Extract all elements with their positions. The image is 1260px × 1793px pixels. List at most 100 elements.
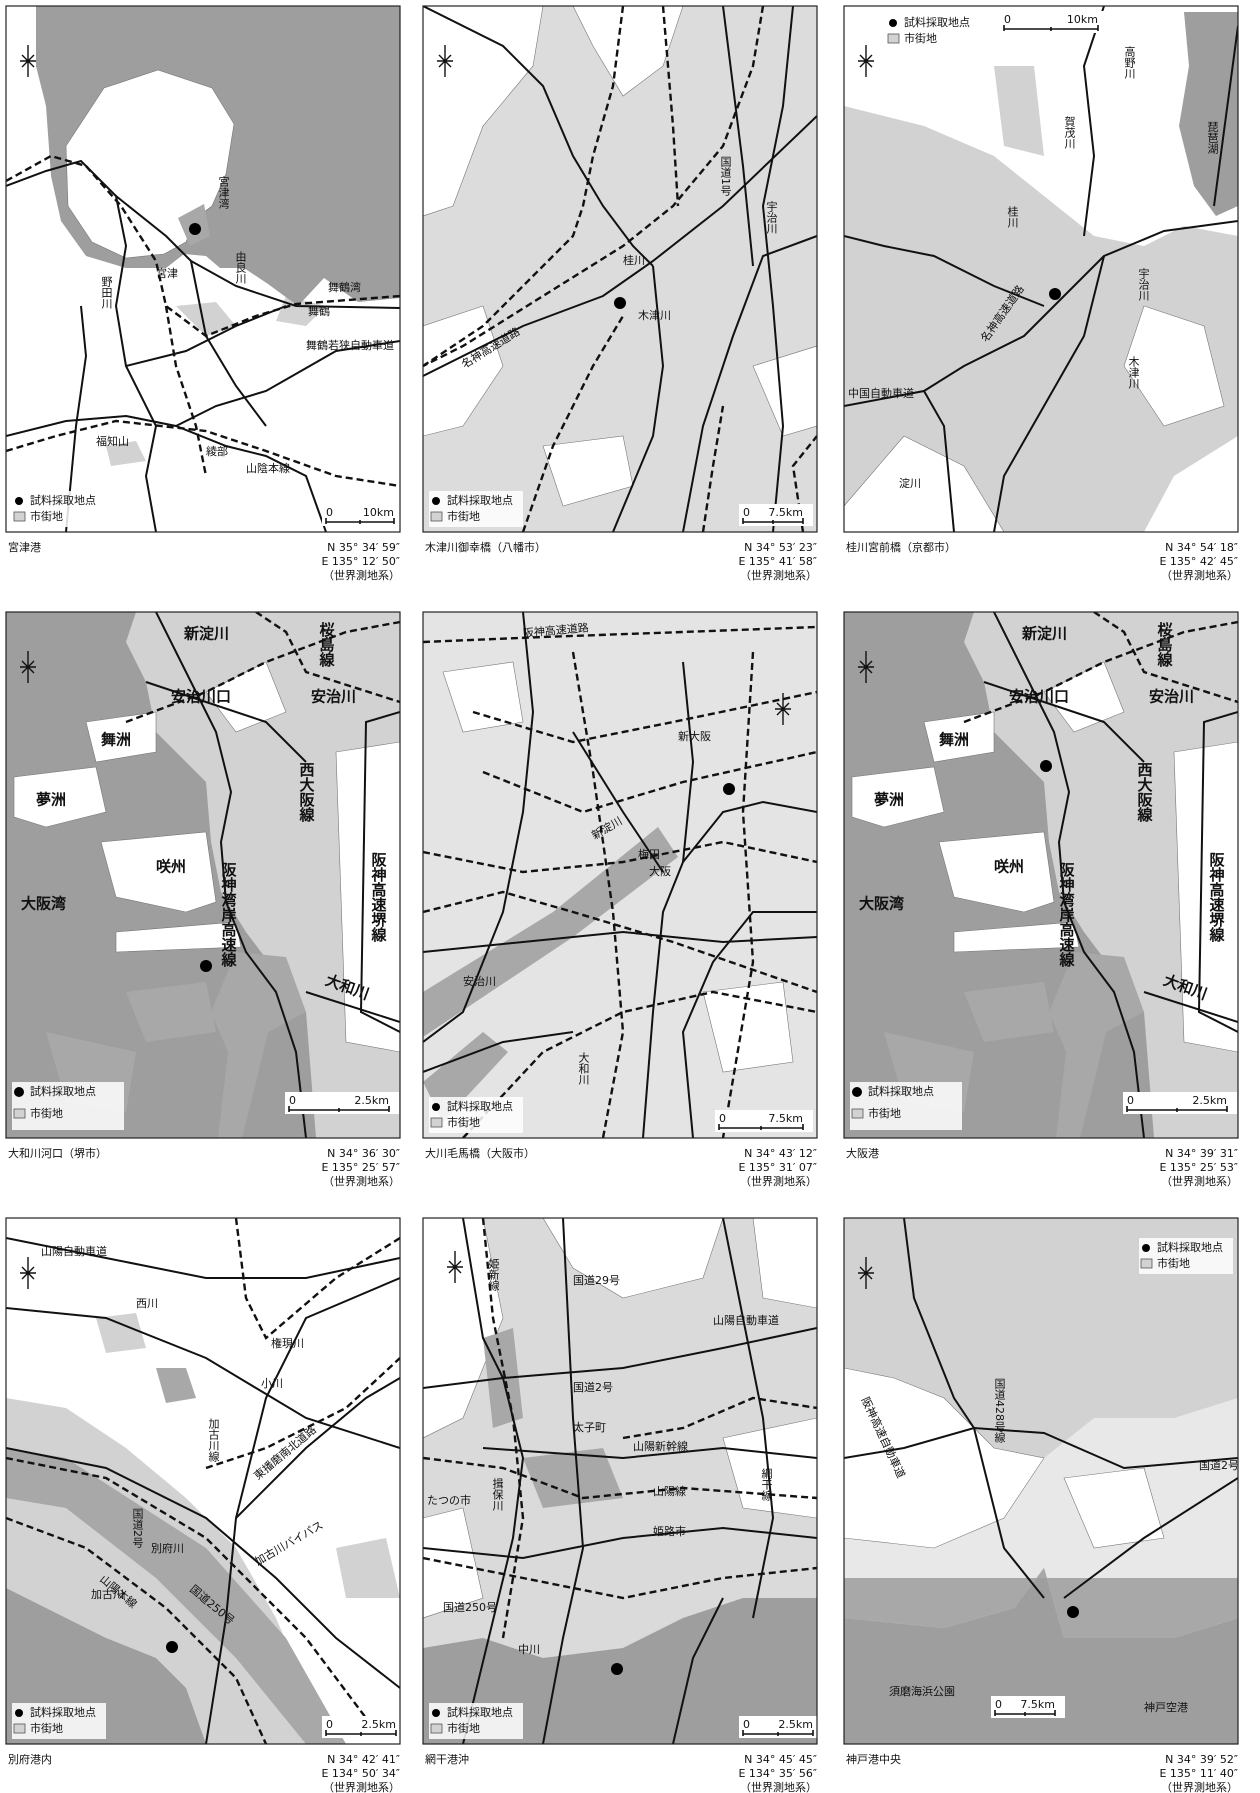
scale-label: 0 [995, 1698, 1002, 1711]
scale-label: 7.5km [768, 1112, 803, 1125]
latitude: N 34° 43′ 12″ [744, 1147, 817, 1160]
datum: （世界測地系） [740, 568, 817, 582]
legend-swatch [431, 1724, 442, 1733]
place-label: 国道250号 [443, 1600, 497, 1614]
place-label: 須磨海浜公園 [889, 1684, 955, 1698]
place-label: 山陽新幹線 [633, 1440, 688, 1453]
legend-swatch [431, 1118, 442, 1127]
place-label: 国道2号 [1199, 1458, 1239, 1472]
place-label: 舞洲 [101, 731, 131, 749]
place-label: 大阪 [649, 864, 671, 878]
place-label: 舞鶴若狭自動車道 [306, 338, 394, 352]
place-label: 安治川口 [171, 688, 231, 706]
place-label: 安治川 [463, 974, 496, 988]
place-label: 大阪湾 [21, 895, 66, 913]
sample-point [200, 960, 212, 972]
map-panel: 琵琶湖高野川賀茂川桂川名神高速道路宇治川木津川中国自動車道淀川試料採取地点市街地… [844, 6, 1238, 582]
place-label: 国道29号 [573, 1273, 620, 1287]
scale-label: 10km [1067, 13, 1098, 26]
legend-label: 市街地 [30, 1721, 63, 1735]
scale-label: 0 [1127, 1094, 1134, 1107]
place-label: たつの市 [427, 1494, 471, 1507]
place-label: 咲州 [994, 858, 1024, 876]
datum: （世界測地系） [323, 568, 400, 582]
place-label: 夢洲 [874, 791, 904, 809]
place-label: 山陽自動車道 [41, 1244, 107, 1258]
place-label: 加古川線 [207, 1418, 220, 1462]
scale-label: 0 [326, 506, 333, 519]
legend-swatch [14, 1109, 25, 1118]
legend-label: 市街地 [447, 509, 480, 523]
place-label: 阪神湾岸高速線 [220, 862, 238, 968]
place-label: 由良川 [234, 250, 247, 284]
longitude: E 135° 25′ 53″ [1159, 1161, 1238, 1174]
legend-swatch [431, 512, 442, 521]
place-label: 安治川 [1149, 688, 1194, 706]
legend-label: 試料採取地点 [904, 15, 970, 29]
scale-label: 0 [289, 1094, 296, 1107]
map-panel: 国道1号宇治川桂川木津川名神高速道路試料採取地点市街地07.5km木津川御幸橋（… [423, 6, 817, 582]
place-label: 高野川 [1123, 45, 1136, 79]
place-label: 舞鶴湾 [328, 280, 361, 294]
longitude: E 135° 11′ 40″ [1159, 1767, 1238, 1780]
longitude: E 135° 41′ 58″ [738, 555, 817, 568]
legend-label: 試料採取地点 [447, 1705, 513, 1719]
longitude: E 135° 31′ 07″ [738, 1161, 817, 1174]
legend-label: 市街地 [1157, 1256, 1190, 1270]
scale-label: 10km [363, 506, 394, 519]
sample-point [1067, 1606, 1079, 1618]
place-label: 舞鶴 [308, 304, 330, 318]
map-panel: 阪神高速道路新大阪梅田大阪新淀川安治川大和川試料採取地点市街地07.5km大川毛… [423, 612, 817, 1188]
legend-label: 市街地 [30, 509, 63, 523]
place-label: 賀茂川 [1063, 116, 1076, 149]
place-label: 神戸空港 [1144, 1700, 1188, 1714]
place-label: 野田川 [100, 276, 113, 309]
place-label: 阪神高速堺線 [1208, 852, 1226, 943]
latitude: N 34° 39′ 31″ [1165, 1147, 1238, 1160]
place-label: 揖保川 [491, 1477, 504, 1511]
legend-label: 市街地 [447, 1115, 480, 1129]
datum: （世界測地系） [1161, 1174, 1238, 1188]
place-label: 国道1号 [719, 156, 732, 197]
datum: （世界測地系） [740, 1780, 817, 1793]
latitude: N 34° 53′ 23″ [744, 541, 817, 554]
scale-label: 7.5km [1020, 1698, 1055, 1711]
place-label: 大和川 [577, 1051, 590, 1085]
place-label: 桜島線 [1156, 621, 1174, 668]
place-label: 権現川 [271, 1336, 304, 1350]
place-label: 桂川 [1006, 205, 1019, 228]
place-label: 姫新線 [487, 1258, 500, 1291]
map-panel: 山陽自動車道西川権現川小川加古川線東播磨南北道路国道2号別府川加古川山陽本線国道… [6, 1218, 406, 1793]
place-label: 宮津湾 [217, 176, 230, 210]
scale-label: 7.5km [768, 506, 803, 519]
place-label: 国道2号 [131, 1508, 144, 1549]
longitude: E 134° 35′ 56″ [738, 1767, 817, 1780]
latitude: N 34° 36′ 30″ [327, 1147, 400, 1160]
map-caption: 大川毛馬橋（大阪市） [425, 1146, 535, 1160]
place-label: 桂川 [623, 253, 645, 267]
place-label: 宇治川 [1137, 268, 1150, 301]
place-label: 宮津 [156, 267, 178, 280]
place-label: 安治川 [311, 688, 356, 706]
legend-label: 市街地 [904, 31, 937, 45]
place-label: 新大阪 [678, 729, 711, 743]
sample-point [1040, 760, 1052, 772]
legend-label: 試料採取地点 [447, 493, 513, 507]
datum: （世界測地系） [323, 1780, 400, 1793]
place-label: 山陰本線 [246, 461, 290, 475]
legend-dot [1142, 1244, 1150, 1252]
legend-dot [432, 1709, 440, 1717]
scale-label: 2.5km [778, 1718, 813, 1731]
place-label: 阪神湾岸高速線 [1058, 862, 1076, 968]
legend-label: 試料採取地点 [30, 1705, 96, 1719]
latitude: N 34° 42′ 41″ [327, 1753, 400, 1766]
latitude: N 34° 54′ 18″ [1165, 541, 1238, 554]
place-label: 中国自動車道 [848, 386, 914, 400]
latitude: N 35° 34′ 59″ [327, 541, 400, 554]
place-label: 太子町 [573, 1421, 606, 1434]
place-label: 網干線 [760, 1467, 773, 1501]
place-label: 大阪湾 [859, 895, 904, 913]
place-label: 木津川 [638, 309, 671, 322]
latitude: N 34° 39′ 52″ [1165, 1753, 1238, 1766]
latitude: N 34° 45′ 45″ [744, 1753, 817, 1766]
